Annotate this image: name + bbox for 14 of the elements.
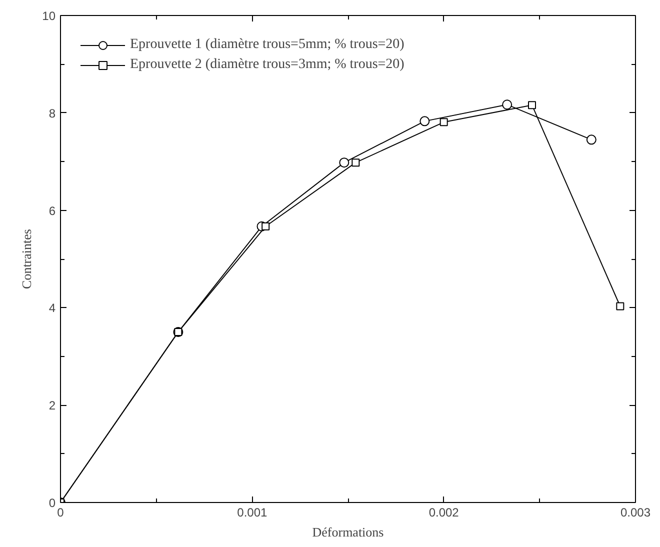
x-tick-label: 0.003	[620, 506, 651, 520]
x-tick-label: 0.001	[237, 506, 268, 520]
y-tick-label: 0	[48, 496, 56, 510]
legend-label: Eprouvette 1 (diamètre trous=5mm; % trous=20)	[130, 37, 404, 53]
y-tick-label: 10	[42, 9, 56, 23]
legend-label: Eprouvette 2 (diamètre trous=3mm; % trous=20)	[130, 57, 404, 73]
y-tick-label: 4	[48, 301, 56, 316]
y-axis-title: Contraintes	[19, 229, 34, 289]
y-tick-label: 2	[48, 398, 56, 413]
y-tick-label: 8	[48, 106, 56, 120]
x-axis-title: Déformations	[312, 524, 384, 540]
x-tick-label: 0.002	[428, 506, 460, 520]
y-tick-label: 6	[48, 204, 56, 218]
x-tick-label: 0	[57, 506, 64, 520]
